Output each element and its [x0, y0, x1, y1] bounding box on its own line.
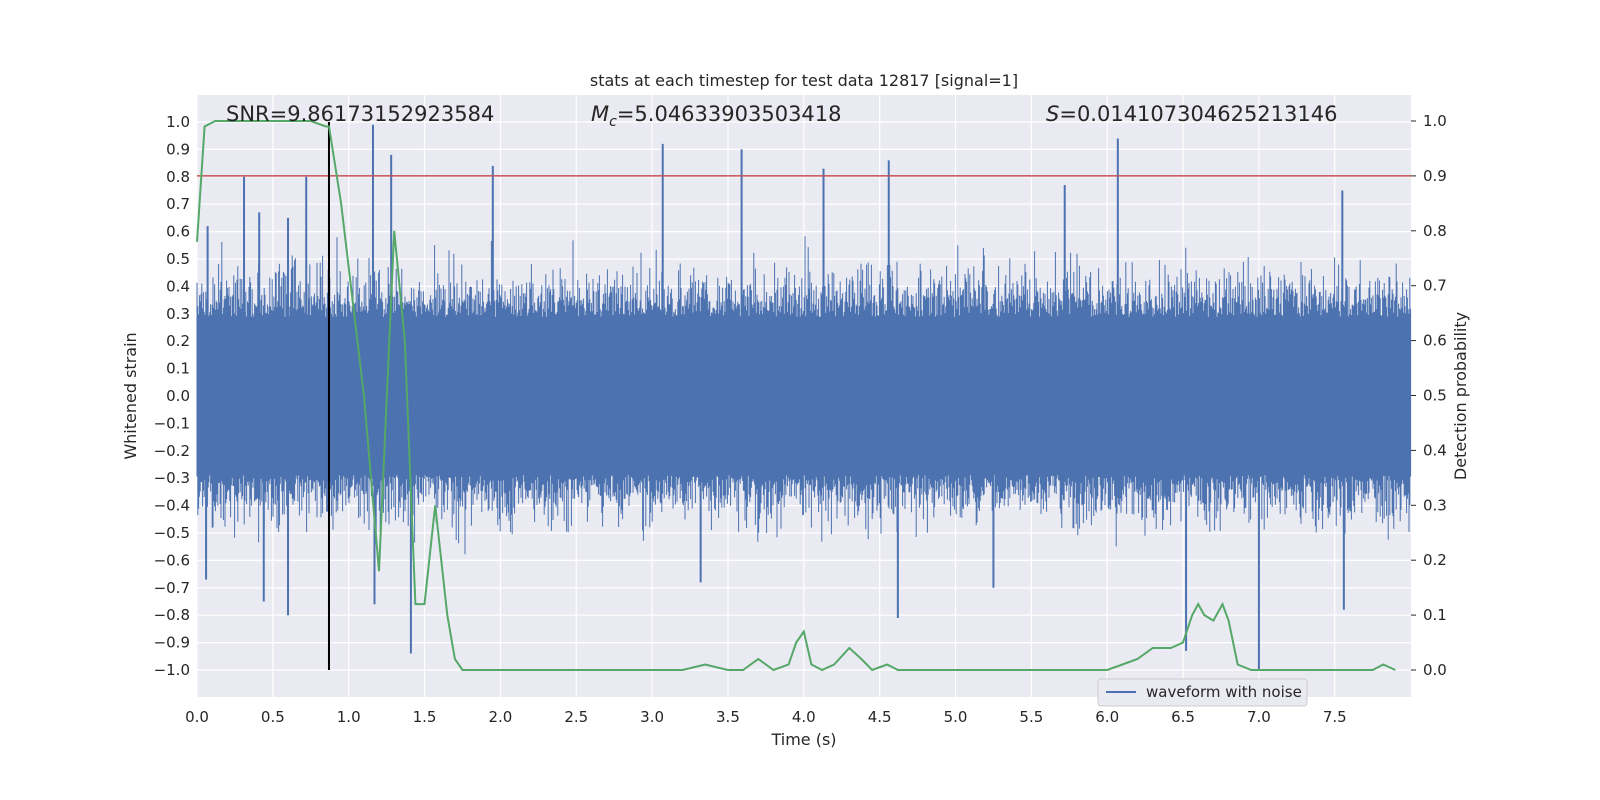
- x-tick-label: 4.0: [792, 708, 816, 726]
- y-tick-label: 0.2: [166, 332, 190, 350]
- y2-tick-label: 0.4: [1423, 441, 1447, 459]
- y2-tick-label: 0.1: [1423, 606, 1447, 624]
- x-tick-label: 7.0: [1247, 708, 1271, 726]
- x-tick-label: 3.5: [716, 708, 740, 726]
- y2-tick-label: 0.0: [1423, 661, 1447, 679]
- y2-tick-label: 0.3: [1423, 496, 1447, 514]
- y-tick-label: −0.5: [154, 524, 190, 542]
- x-tick-label: 6.5: [1171, 708, 1195, 726]
- y-tick-label: 0.7: [166, 195, 190, 213]
- y2-tick-label: 0.5: [1423, 387, 1447, 405]
- x-tick-label: 0.5: [261, 708, 285, 726]
- y-tick-label: −0.6: [154, 551, 190, 569]
- chirp-mass-value: =5.04633903503418: [617, 102, 842, 126]
- y2-tick-label: 0.6: [1423, 332, 1447, 350]
- y-tick-label: 0.0: [166, 387, 190, 405]
- y2-tick-label: 0.7: [1423, 277, 1447, 295]
- y-tick-label: 0.4: [166, 277, 190, 295]
- legend-box: [1097, 678, 1308, 707]
- y-tick-label: 0.5: [166, 250, 190, 268]
- y-tick-label: −0.4: [154, 497, 190, 515]
- s-symbol: S: [1046, 102, 1059, 126]
- x-tick-label: 5.0: [944, 708, 968, 726]
- legend-label: waveform with noise: [1146, 683, 1302, 701]
- y2-tick-label: 0.9: [1423, 167, 1447, 185]
- y-tick-label: −0.1: [154, 414, 190, 432]
- waveform-series: [196, 124, 1412, 670]
- detection-probability-line: [196, 120, 1396, 672]
- x-tick-label: 7.5: [1323, 708, 1347, 726]
- y-axis-title: Whitened strain: [121, 332, 140, 459]
- y-tick-label: −1.0: [154, 661, 190, 679]
- y-tick-label: 0.8: [166, 168, 190, 186]
- waveform-trace: [196, 236, 1412, 555]
- s-value: =0.014107304625213146: [1059, 102, 1337, 126]
- legend: waveform with noise: [1097, 678, 1308, 707]
- x-tick-label: 1.5: [413, 708, 437, 726]
- x-tick-label: 0.0: [185, 708, 209, 726]
- y-tick-label: −0.8: [154, 606, 190, 624]
- x-tick-label: 2.0: [488, 708, 512, 726]
- y2-axis-title: Detection probability: [1451, 312, 1470, 480]
- x-tick-label: 4.5: [868, 708, 892, 726]
- y-tick-label: 0.6: [166, 223, 190, 241]
- y2-ticks: 1.0 0.9 0.8 0.7 0.6 0.5 0.4 0.3 0.2 0.1 0.0: [1411, 112, 1447, 679]
- snr-annotation: SNR=9.86173152923584: [226, 102, 494, 126]
- y-tick-label: 0.9: [166, 140, 190, 158]
- y-ticks: 1.0 0.9 0.8 0.7 0.6 0.5 0.4 0.3 0.2 0.1 0.0 −0.1 −0.…: [154, 113, 190, 679]
- y-tick-label: 1.0: [166, 113, 190, 131]
- s-annotation: S=0.014107304625213146: [1046, 102, 1337, 126]
- y-tick-label: −0.7: [154, 579, 190, 597]
- y-tick-label: 0.1: [166, 360, 190, 378]
- x-tick-label: 2.5: [564, 708, 588, 726]
- y-tick-label: −0.3: [154, 469, 190, 487]
- x-tick-label: 6.0: [1095, 708, 1119, 726]
- x-tick-label: 1.0: [337, 708, 361, 726]
- y-tick-label: 0.3: [166, 305, 190, 323]
- y2-tick-label: 0.8: [1423, 222, 1447, 240]
- chirp-mass-annotation: Mc=5.04633903503418: [591, 102, 842, 130]
- y-tick-label: −0.2: [154, 442, 190, 460]
- chirp-mass-symbol: M: [591, 102, 609, 126]
- y2-tick-label: 0.2: [1423, 551, 1447, 569]
- chart-title: stats at each timestep for test data 128…: [590, 71, 1018, 90]
- x-axis-title: Time (s): [770, 730, 836, 749]
- y-tick-label: −0.9: [154, 634, 190, 652]
- overlay-layer: [196, 120, 1411, 672]
- x-ticks: 0.0 0.5 1.0 1.5 2.0 2.5 3.0 3.5 4.0 4.5 5.0 5.5 6.0 6…: [185, 708, 1347, 726]
- y2-tick-label: 1.0: [1423, 112, 1447, 130]
- x-tick-label: 3.0: [640, 708, 664, 726]
- chirp-mass-subscript: c: [609, 114, 617, 130]
- x-tick-label: 5.5: [1019, 708, 1043, 726]
